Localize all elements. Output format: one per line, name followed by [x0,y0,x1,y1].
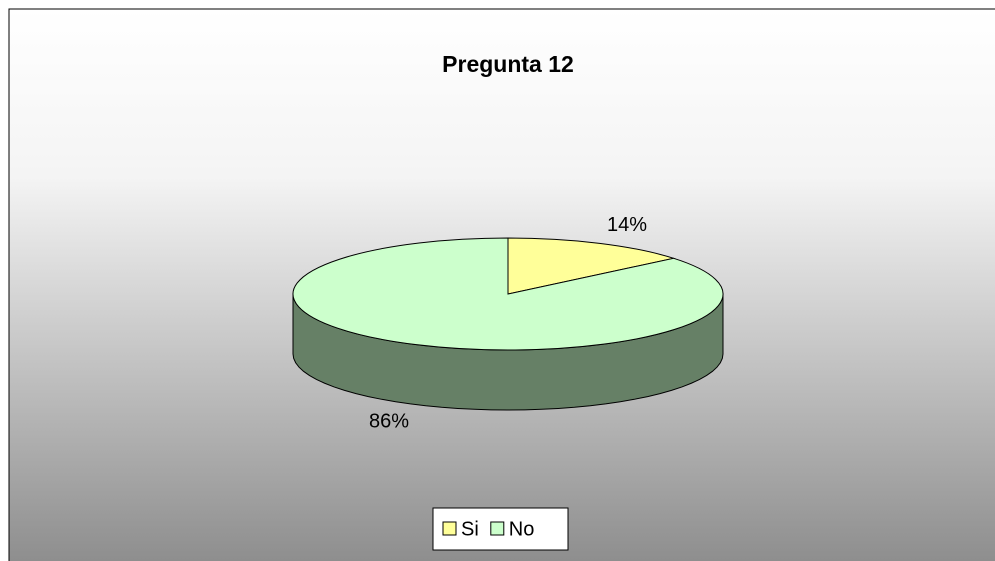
legend-swatch [442,521,457,536]
data-label: 14% [607,214,647,236]
data-label: 86% [369,411,409,433]
legend-label: No [509,518,535,540]
pie-slice [507,237,676,295]
legend-label: Si [461,518,479,540]
legend: Si No [432,507,569,551]
pie-slice [292,237,724,351]
pie: 14% 86% [292,214,724,433]
chart-title: Pregunta 12 [442,51,574,77]
legend-swatch [490,521,505,536]
